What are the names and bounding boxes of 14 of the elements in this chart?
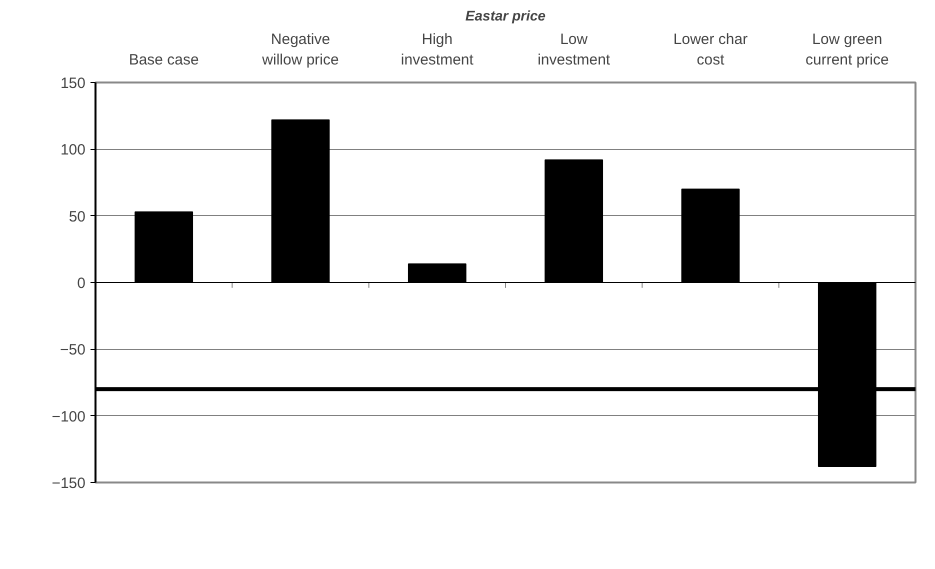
x-tick-label: Low green current price [805,31,889,68]
y-tick-label: 100 [60,142,86,159]
y-tick-label: 50 [68,208,86,226]
y-tick-label: −50 [60,342,86,359]
y-tick-label: −150 [52,475,86,492]
x-tick-label: High investment [400,31,474,68]
x-tick-label: Negative willow price [261,31,339,68]
x-tick-label: Lower char cost [673,31,748,68]
chart-title: Eastar price [465,8,546,24]
y-tick-label: −100 [52,408,86,426]
y-tick-label: 150 [60,75,86,92]
y-tick-label: 0 [77,275,86,292]
x-tick-label: Low investment [538,31,611,68]
x-tick-label: Base case [128,52,199,68]
